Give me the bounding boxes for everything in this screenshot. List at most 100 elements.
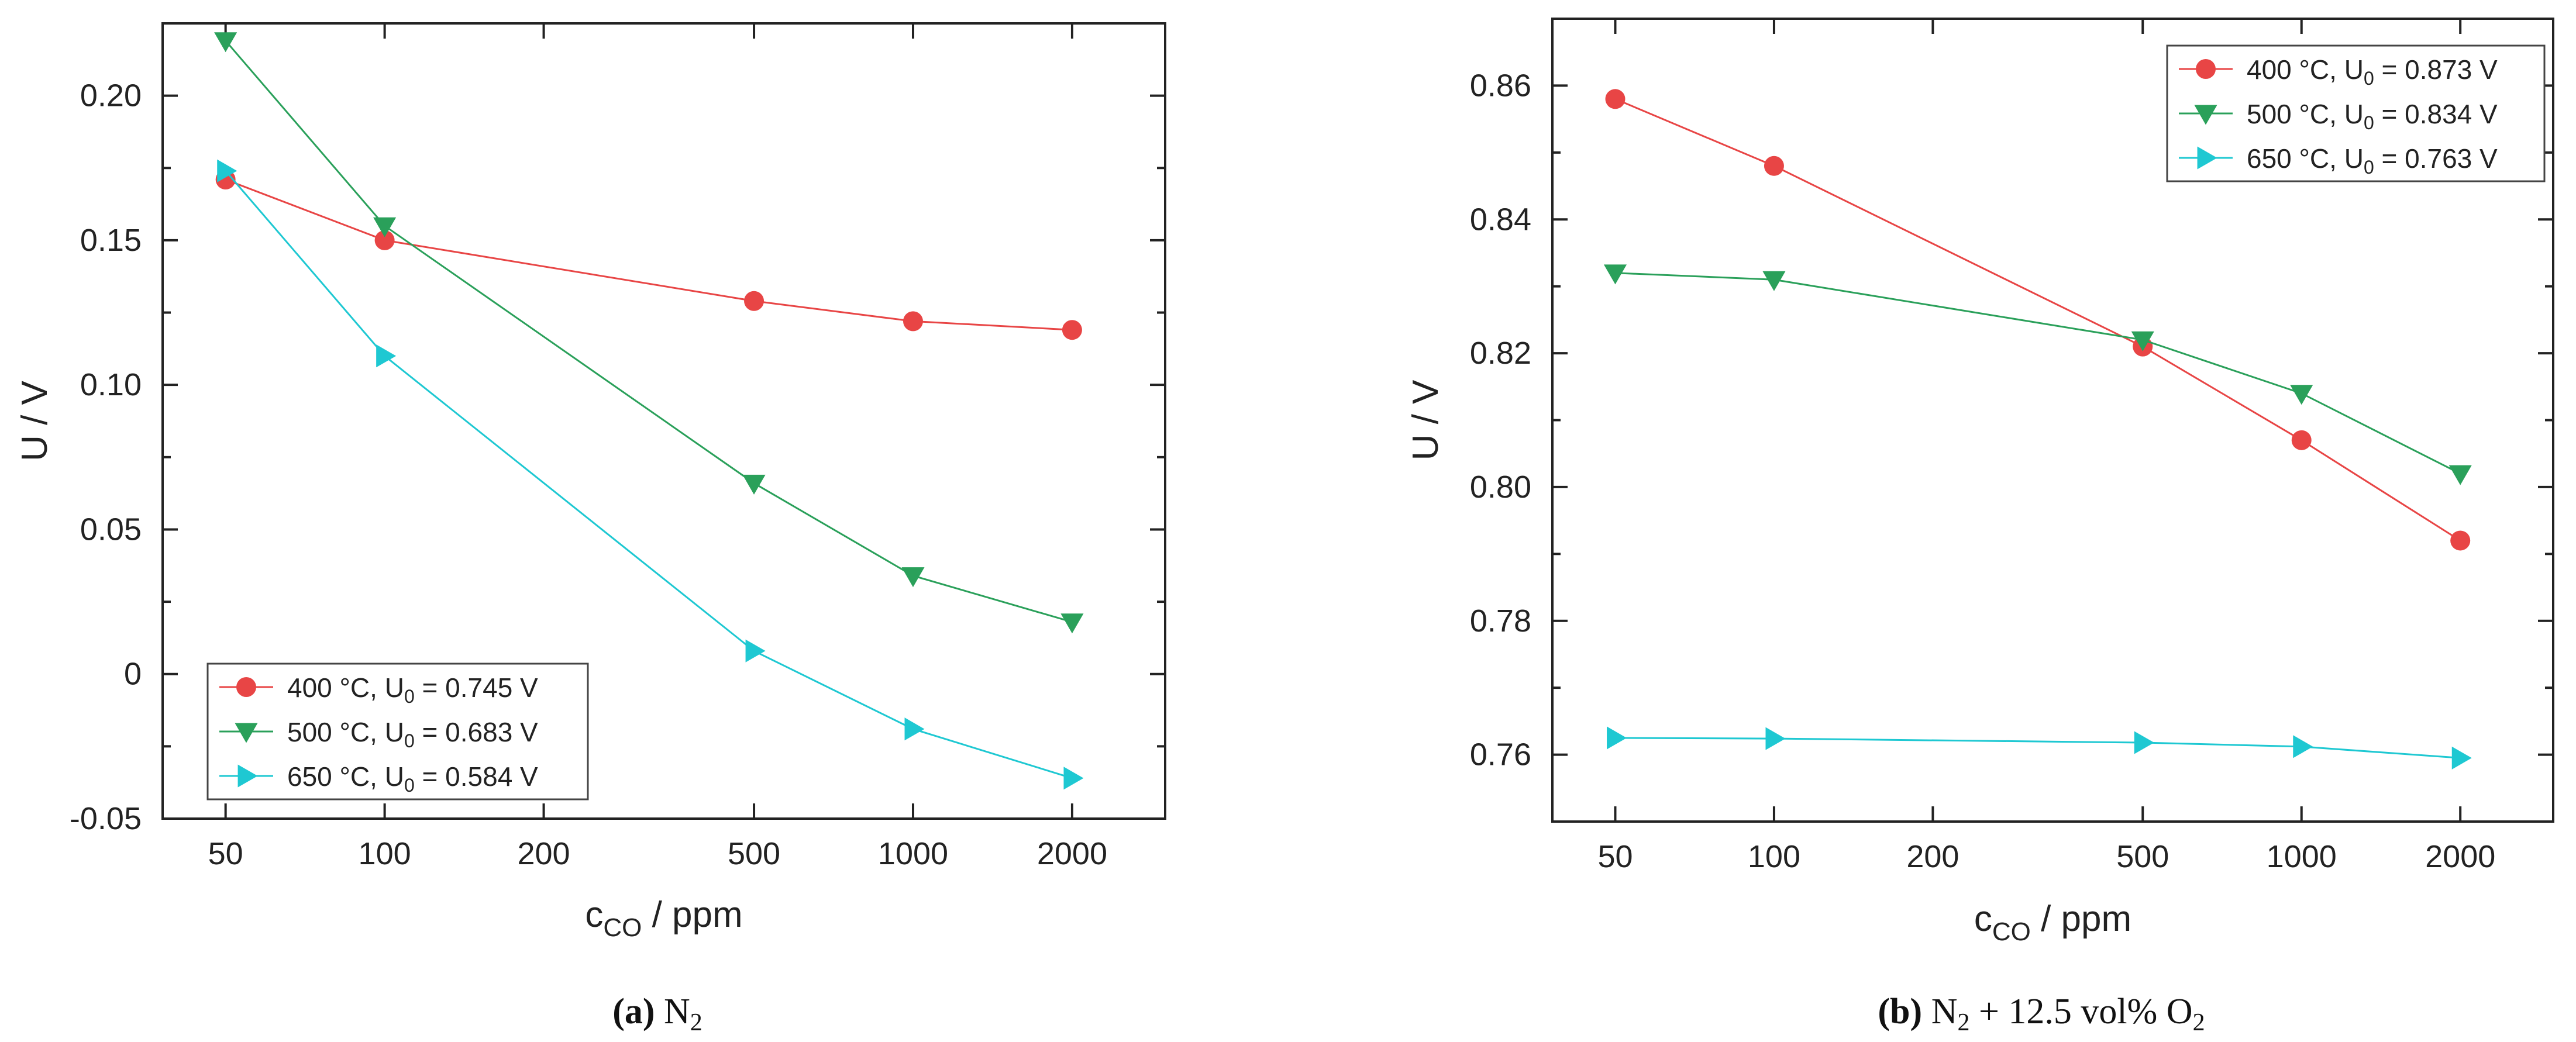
panel-a-series-2-point-3 — [904, 717, 925, 741]
panel-b-legend-label-2-post: = 0.763 V — [2374, 143, 2498, 174]
panel-b-series-2-point-3 — [2293, 735, 2313, 758]
panel-b-ytick-label-2: 0.80 — [1470, 470, 1531, 505]
panel-b-caption-rest: + 12.5 vol% O — [1969, 992, 2192, 1031]
panel-a-ytick-label-0: -0.05 — [70, 801, 142, 836]
panel-a-series-1-point-4 — [1060, 613, 1084, 634]
panel-a-ytick-label-4: 0.15 — [80, 223, 142, 258]
panel-a-caption-label: (a) — [612, 992, 655, 1031]
panel-b-legend-label-0: 400 °C, U0 = 0.873 V — [2247, 54, 2498, 89]
panel-b-ytick-label-5: 0.86 — [1470, 68, 1531, 103]
panel-a-ytick-label-5: 0.20 — [80, 78, 142, 113]
panel-b-series-2-line — [1615, 737, 2461, 759]
panel-b-xlabel-base: c — [1974, 899, 1992, 939]
panel-a-series-1-line — [225, 40, 1073, 623]
panel-b-series-0-point-0 — [1605, 89, 1626, 109]
panel-a-legend-label-1: 500 °C, U0 = 0.683 V — [287, 717, 538, 751]
panel-b-series-2-point-0 — [1607, 726, 1627, 750]
panel-b-legend-label-2-pre: 650 °C, U — [2247, 143, 2364, 174]
panel-a-xlabel: cCO / ppm — [585, 895, 742, 942]
panel-a-ytick-label-1: 0 — [124, 657, 142, 692]
panel-b-legend-label-0-pre: 400 °C, U — [2247, 54, 2364, 85]
panel-a-xtick-label-5: 2000 — [1037, 836, 1107, 871]
panel-a-xlabel-sub: CO — [603, 913, 642, 942]
panel-a-series-0-point-2 — [744, 291, 764, 311]
panel-a-ylabel: U / V — [15, 380, 55, 461]
panel-b-legend-marker-0 — [2196, 59, 2216, 79]
panel-b-series-1-point-1 — [1762, 271, 1786, 291]
panel-b-series-2-point-4 — [2451, 746, 2472, 770]
panel-b-series-2-point-2 — [2134, 731, 2154, 754]
panel-a-ytick-label-2: 0.05 — [80, 512, 142, 547]
panel-a-legend-label-0-pre: 400 °C, U — [287, 672, 404, 703]
panel-b-caption-sub2: 2 — [2193, 1009, 2205, 1036]
panel-b-ylabel: U / V — [1406, 379, 1446, 460]
panel-b-series-1-point-2 — [2131, 331, 2154, 351]
panel-b-caption: (b) N2 + 12.5 vol% O2 — [1878, 992, 2205, 1036]
panel-b-caption-sub: 2 — [1957, 1009, 1969, 1036]
panel-a-series-1-point-0 — [214, 32, 237, 53]
panel-a-caption-sub: 2 — [690, 1009, 702, 1036]
panel-a-legend-label-1-pre: 500 °C, U — [287, 717, 404, 747]
panel-b-caption-label: (b) — [1878, 992, 1922, 1031]
panel-b-ytick-label-4: 0.84 — [1470, 202, 1531, 237]
panel-a-legend-label-2-pre: 650 °C, U — [287, 761, 404, 792]
panel-b-series-1-line — [1615, 272, 2461, 475]
panel-a-legend-marker-0 — [236, 677, 256, 697]
panel-a-series-0-line — [225, 178, 1073, 331]
panel-a-legend-label-2-sub: 0 — [404, 775, 415, 796]
panel-b-series-0-point-3 — [2291, 430, 2312, 450]
panel-b-xlabel-sub: CO — [1992, 917, 2031, 946]
panel-b-series-1-point-3 — [2290, 385, 2313, 405]
panel-a-caption-base: N — [664, 992, 690, 1031]
panel-a-series-1-point-2 — [742, 474, 766, 495]
panel-a-series-1-point-1 — [373, 217, 397, 237]
panel-b-xtick-label-1: 100 — [1748, 839, 1800, 874]
panel-a-plot-frame — [161, 22, 1166, 820]
panel-b-legend-label-1-post: = 0.834 V — [2374, 99, 2498, 129]
panel-b-legend-label-1-sub: 0 — [2364, 112, 2374, 133]
panel-b-legend-label-0-sub: 0 — [2364, 68, 2374, 89]
panel-b-legend-marker-2 — [2197, 146, 2217, 170]
panel-a-series-0-point-1 — [374, 230, 395, 250]
panel-b-ytick-label-0: 0.76 — [1470, 737, 1531, 772]
panel-b-legend-marker-1 — [2194, 105, 2217, 125]
panel-b-series-0-point-1 — [1764, 156, 1784, 176]
panel-a-series-0-point-3 — [903, 311, 923, 332]
panel-b-legend-label-1: 500 °C, U0 = 0.834 V — [2247, 99, 2498, 133]
panel-a-legend-marker-1 — [235, 723, 258, 743]
panel-a-caption: (a) N2 — [612, 992, 702, 1036]
panel-b-chart: 0.76 0.78 0.80 0.82 0.84 0.86 50 100 200 500 1000 2… — [1406, 18, 2554, 946]
panel-b-series-2-point-1 — [1765, 727, 1786, 750]
panel-b-legend-label-0-post: = 0.873 V — [2374, 54, 2498, 85]
panel-a-series-1-point-3 — [901, 567, 925, 588]
panel-a-legend-label-0: 400 °C, U0 = 0.745 V — [287, 672, 538, 707]
panel-b-xtick-label-4: 1000 — [2267, 839, 2337, 874]
panel-b-legend-label-1-pre: 500 °C, U — [2247, 99, 2364, 129]
panel-a-series-2-point-0 — [217, 159, 237, 182]
panel-b-xtick-label-0: 50 — [1597, 839, 1633, 874]
panel-a-legend-marker-2 — [237, 764, 258, 788]
panel-b-caption-base: N — [1931, 992, 1958, 1031]
panel-b-ytick-label-3: 0.82 — [1470, 336, 1531, 371]
panel-a-xtick-label-1: 100 — [359, 836, 411, 871]
panel-b-series-1-point-0 — [1603, 264, 1627, 285]
panel-a-series-2-point-2 — [745, 639, 766, 663]
panel-a-legend-label-0-sub: 0 — [404, 686, 415, 707]
panel-a-legend-label-2: 650 °C, U0 = 0.584 V — [287, 761, 538, 796]
panel-a-chart: -0.05 0 0.05 0.10 0.15 0.20 50 100 200 500 1000 200… — [15, 22, 1166, 942]
panel-b-xtick-label-5: 2000 — [2425, 839, 2495, 874]
panel-b-series-0-point-4 — [2450, 530, 2471, 551]
panel-b-legend-label-2-sub: 0 — [2364, 157, 2374, 178]
panel-b-xtick-label-3: 500 — [2116, 839, 2169, 874]
panel-b-xlabel: cCO / ppm — [1974, 899, 2131, 946]
panel-b-ytick-label-1: 0.78 — [1470, 603, 1531, 639]
panel-b-xlabel-rest: / ppm — [2031, 899, 2131, 939]
panel-a-legend-label-2-post: = 0.584 V — [415, 761, 538, 792]
panel-a-xtick-label-2: 200 — [517, 836, 570, 871]
panel-a-legend-label-1-post: = 0.683 V — [415, 717, 538, 747]
panel-a-ytick-label-3: 0.10 — [80, 367, 142, 402]
panel-a-xlabel-base: c — [585, 895, 603, 935]
panel-a-series-0-point-4 — [1062, 320, 1082, 340]
panel-a-legend-label-0-post: = 0.745 V — [415, 672, 538, 703]
